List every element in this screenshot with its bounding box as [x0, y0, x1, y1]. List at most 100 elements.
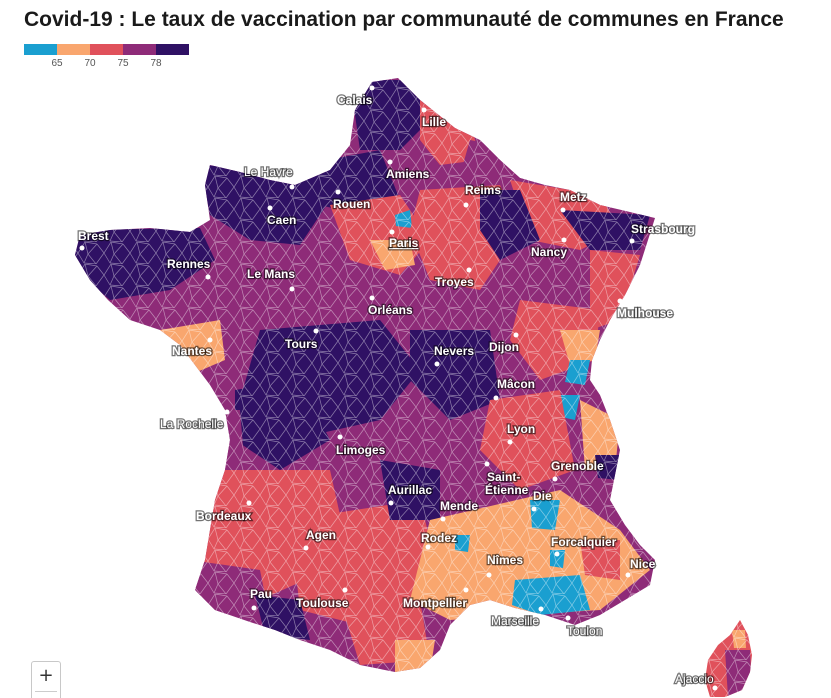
city-marker	[493, 395, 499, 401]
city-le-havre[interactable]: Le Havre	[243, 164, 295, 190]
city-la-rochelle[interactable]: La Rochelle	[159, 409, 230, 432]
city-label: Toulouse	[296, 596, 349, 610]
city-marker	[387, 159, 393, 165]
city-marker	[224, 409, 230, 415]
city-rouen[interactable]: Rouen	[332, 189, 372, 212]
city-grenoble[interactable]: Grenoble	[550, 458, 605, 482]
city-label: Lyon	[507, 422, 535, 436]
city-label: Reims	[465, 183, 501, 197]
city-lyon[interactable]: Lyon	[506, 421, 536, 445]
legend-tick: 70	[84, 58, 96, 69]
legend-swatches	[24, 44, 189, 55]
city-label: Mâcon	[497, 377, 535, 391]
city-nice[interactable]: Nice	[625, 556, 657, 578]
city-dijon[interactable]: Dijon	[488, 332, 520, 355]
city-saint-etienne[interactable]: Saint-Étienne	[484, 461, 530, 498]
city-label: Die	[533, 489, 552, 503]
city-marker	[337, 434, 343, 440]
city-marker	[561, 237, 567, 243]
city-marker	[335, 189, 341, 195]
city-marker	[251, 605, 257, 611]
city-label: Lille	[422, 115, 446, 129]
city-ajaccio[interactable]: Ajaccio	[674, 671, 718, 691]
city-troyes[interactable]: Troyes	[434, 267, 475, 290]
city-toulouse[interactable]: Toulouse	[295, 587, 350, 611]
city-nantes[interactable]: Nantes	[171, 337, 214, 359]
city-montpellier[interactable]: Montpellier	[402, 587, 469, 611]
city-label: Saint-	[487, 470, 520, 484]
city-label: La Rochelle	[160, 417, 224, 431]
city-label: Rennes	[167, 257, 211, 271]
city-marker	[389, 229, 395, 235]
city-marseille[interactable]: Marseille	[490, 606, 544, 629]
city-label: Troyes	[435, 275, 474, 289]
city-reims[interactable]: Reims	[463, 182, 503, 208]
city-le-mans[interactable]: Le Mans	[246, 266, 297, 292]
city-label: Pau	[250, 587, 272, 601]
city-label: Mende	[440, 499, 478, 513]
city-label: Toulon	[567, 624, 602, 638]
city-label: Paris	[389, 236, 419, 250]
city-label: Nîmes	[487, 553, 523, 567]
city-label: Mulhouse	[617, 306, 673, 320]
city-label: Strasbourg	[631, 222, 695, 236]
city-tours[interactable]: Tours	[284, 328, 319, 352]
city-strasbourg[interactable]: Strasbourg	[629, 221, 696, 244]
city-marker	[554, 551, 560, 557]
city-marker	[531, 506, 537, 512]
city-calais[interactable]: Calais	[336, 85, 375, 108]
city-nancy[interactable]: Nancy	[530, 237, 569, 260]
city-marker	[79, 245, 85, 251]
city-label: Tours	[285, 337, 318, 351]
city-label: Montpellier	[403, 596, 467, 610]
city-lille[interactable]: Lille	[421, 107, 448, 130]
legend-swatch-below-65	[24, 44, 57, 55]
city-label: Marseille	[491, 614, 539, 628]
city-label: Dijon	[489, 340, 519, 354]
city-marker	[629, 238, 635, 244]
legend-tick: 78	[150, 58, 162, 69]
city-label: Calais	[337, 93, 373, 107]
city-mende[interactable]: Mende	[439, 498, 480, 522]
city-marker	[369, 85, 375, 91]
city-limoges[interactable]: Limoges	[335, 434, 387, 458]
city-amiens[interactable]: Amiens	[385, 159, 431, 182]
city-label: Rodez	[421, 531, 457, 545]
city-caen[interactable]: Caen	[266, 205, 298, 228]
city-marker	[565, 615, 571, 621]
city-toulon[interactable]: Toulon	[565, 615, 604, 639]
city-macon[interactable]: Mâcon	[493, 376, 536, 401]
city-orleans[interactable]: Orléans	[367, 295, 414, 318]
city-label: Rouen	[333, 197, 370, 211]
city-label: Ajaccio	[675, 672, 714, 686]
city-die[interactable]: Die	[531, 488, 553, 512]
city-marker	[440, 516, 446, 522]
city-marker	[434, 361, 440, 367]
city-nevers[interactable]: Nevers	[433, 343, 476, 367]
city-forcalquier[interactable]: Forcalquier	[550, 534, 618, 557]
city-label: Le Havre	[244, 165, 293, 179]
city-bordeaux[interactable]: Bordeaux	[195, 500, 253, 524]
city-label: Amiens	[386, 167, 430, 181]
legend-tick: 75	[117, 58, 129, 69]
city-pau[interactable]: Pau	[249, 586, 273, 611]
city-nimes[interactable]: Nîmes	[486, 552, 525, 578]
zoom-divider	[35, 691, 57, 692]
city-rodez[interactable]: Rodez	[420, 530, 458, 550]
city-marker	[421, 107, 427, 113]
city-marker	[625, 572, 631, 578]
city-label: Nevers	[434, 344, 474, 358]
legend-swatch-70-75	[90, 44, 123, 55]
city-aurillac[interactable]: Aurillac	[387, 482, 434, 506]
city-metz[interactable]: Metz	[559, 189, 588, 213]
city-brest[interactable]: Brest	[77, 228, 110, 251]
city-rennes[interactable]: Rennes	[166, 256, 212, 280]
city-mulhouse[interactable]: Mulhouse	[616, 298, 675, 321]
city-paris[interactable]: Paris	[388, 229, 420, 251]
france-choropleth-map[interactable]: Calais Lille Le Havre Amiens Rouen Caen …	[0, 70, 831, 697]
mainland-regions[interactable]	[60, 70, 680, 690]
zoom-in-button[interactable]: +	[31, 661, 61, 698]
city-marker	[425, 544, 431, 550]
city-marker	[313, 328, 319, 334]
city-agen[interactable]: Agen	[303, 527, 337, 551]
